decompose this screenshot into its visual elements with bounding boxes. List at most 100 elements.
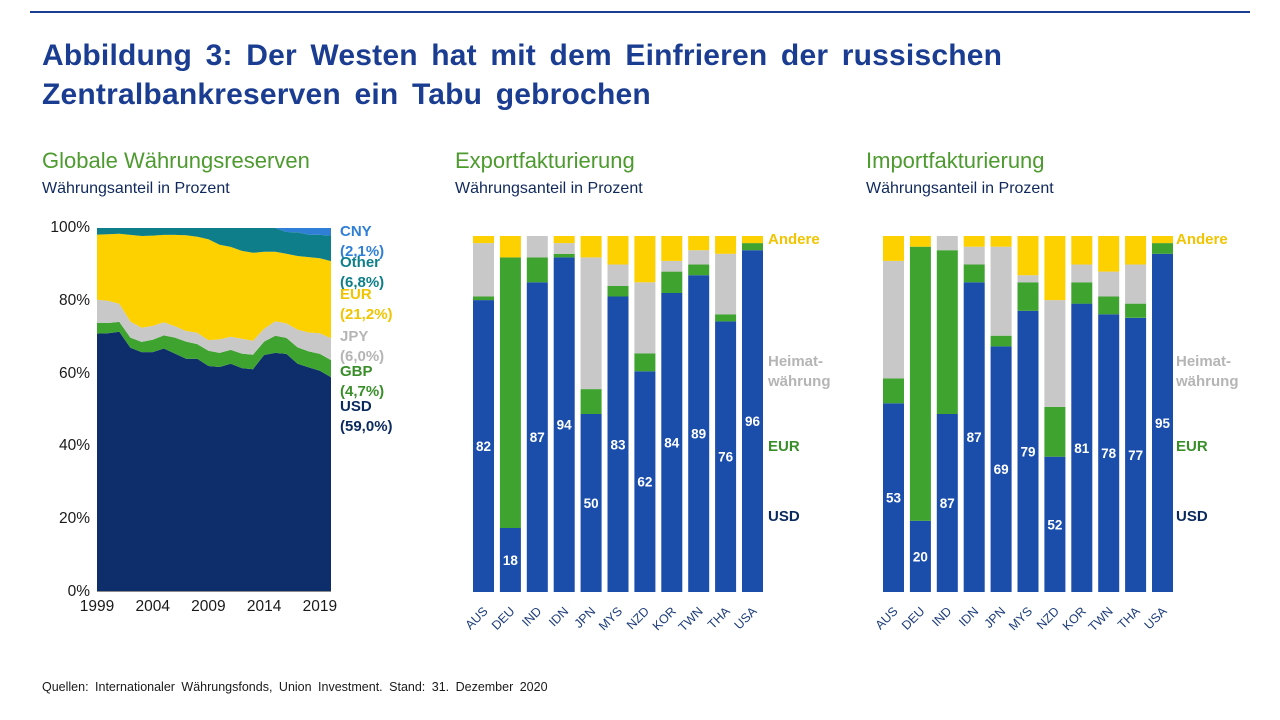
bar-value-label: 89 xyxy=(691,427,706,442)
country-tick-label: NZD xyxy=(1034,604,1062,632)
bar-segment-usd-kor xyxy=(661,293,683,592)
bar-segment-usd-ind xyxy=(936,414,958,592)
bar-value-label: 83 xyxy=(610,437,626,452)
x-axis-tick-label: 2009 xyxy=(191,598,226,615)
bar-segment-home-mys xyxy=(1017,275,1039,283)
bar-value-label: 53 xyxy=(886,491,902,506)
chart-title-import: Importfakturierung xyxy=(866,148,1045,173)
bar-segment-andere-idn xyxy=(553,236,575,244)
area-series-gbp xyxy=(97,321,331,378)
bar-value-label: 77 xyxy=(1128,448,1143,463)
bar-segment-usd-idn xyxy=(553,257,575,592)
bar-segment-eur-ind xyxy=(526,257,548,283)
country-tick-label: KOR xyxy=(650,604,679,633)
y-axis-tick-label: 0% xyxy=(67,583,90,600)
import-legend-item-andere: Andere xyxy=(1176,231,1228,248)
y-axis-tick-label: 80% xyxy=(58,291,90,309)
x-axis-tick-label: 2019 xyxy=(302,598,338,615)
bar-segment-eur-deu xyxy=(499,257,521,528)
bar-segment-usd-twn xyxy=(688,275,710,592)
bar-segment-andere-tha xyxy=(1125,236,1147,265)
area-legend-item-eur: EUR (21,2%) xyxy=(340,286,393,323)
area-series-usd xyxy=(97,331,331,592)
bar-value-label: 78 xyxy=(1101,446,1117,461)
y-axis-tick-label: 100% xyxy=(50,219,90,236)
bar-segment-eur-nzd xyxy=(634,353,656,372)
bar-segment-eur-twn xyxy=(688,264,710,276)
bar-segment-andere-usa xyxy=(1152,236,1173,244)
bar-segment-usd-ind xyxy=(526,282,548,592)
country-tick-label: AUS xyxy=(463,604,491,632)
chart-subtitle-export: Währungsanteil in Prozent xyxy=(455,180,643,197)
country-tick-label: THA xyxy=(705,604,733,632)
bar-segment-home-mys xyxy=(607,264,629,286)
bar-segment-usd-tha xyxy=(715,321,737,592)
chart-title-global-reserves: Globale Währungsreserven xyxy=(42,148,310,173)
bar-segment-usd-nzd xyxy=(1044,456,1066,592)
bar-segment-eur-jpn xyxy=(990,335,1012,347)
chart-title-export: Exportfakturierung xyxy=(455,148,635,173)
bar-segment-andere-twn xyxy=(688,236,710,251)
bar-segment-andere-tha xyxy=(715,236,737,254)
bar-segment-andere-mys xyxy=(1017,236,1039,276)
chart-subtitle-global-reserves: Währungsanteil in Prozent xyxy=(42,180,230,197)
country-tick-label: KOR xyxy=(1060,604,1089,633)
global-reserves-area-chart xyxy=(97,228,331,592)
country-tick-label: JPN xyxy=(982,604,1009,631)
export-legend-item-andere: Andere xyxy=(768,231,820,248)
bar-segment-usd-usa xyxy=(1152,253,1173,593)
bar-segment-andere-jpn xyxy=(990,236,1012,247)
source-note: Quellen: Internationaler Währungsfonds, … xyxy=(42,680,548,694)
bar-segment-andere-usa xyxy=(742,236,763,244)
bar-segment-eur-jpn xyxy=(580,389,602,414)
bar-segment-andere-twn xyxy=(1098,236,1120,272)
country-tick-label: TWN xyxy=(676,604,706,634)
country-tick-label: USA xyxy=(1142,604,1171,633)
bar-segment-home-aus xyxy=(473,243,494,297)
bar-segment-home-nzd xyxy=(634,282,656,354)
area-legend-item-usd: USD (59,0%) xyxy=(340,398,393,435)
bar-segment-usd-tha xyxy=(1125,317,1147,592)
bar-segment-usd-jpn xyxy=(580,414,602,592)
bar-segment-eur-usa xyxy=(742,243,763,251)
bar-segment-eur-usa xyxy=(1152,243,1173,254)
area-legend-item-other: Other (6,8%) xyxy=(340,254,385,291)
area-legend-item-jpy: JPY (6,0%) xyxy=(340,328,385,365)
bar-segment-andere-aus xyxy=(883,236,904,261)
bar-segment-home-idn xyxy=(963,246,985,265)
bar-segment-home-twn xyxy=(688,250,710,265)
bar-value-label: 96 xyxy=(745,414,761,429)
bar-segment-usd-idn xyxy=(963,282,985,592)
bar-segment-eur-mys xyxy=(1017,282,1039,311)
import-legend-item-home: Heimat-währung xyxy=(1176,353,1239,390)
bar-segment-andere-nzd xyxy=(634,236,656,283)
area-series-cny xyxy=(97,228,331,236)
x-axis-tick-label: 2004 xyxy=(135,598,170,615)
bar-segment-usd-nzd xyxy=(634,371,656,592)
bar-value-label: 62 xyxy=(637,475,652,490)
import-legend-item-usd: USD xyxy=(1176,508,1208,525)
bar-segment-andere-kor xyxy=(1071,236,1093,265)
bar-segment-home-kor xyxy=(1071,264,1093,283)
bar-segment-eur-tha xyxy=(715,314,737,322)
bar-segment-andere-deu xyxy=(909,236,931,247)
bar-segment-andere-nzd xyxy=(1044,236,1066,301)
bar-segment-eur-mys xyxy=(607,285,629,297)
bar-segment-andere-deu xyxy=(499,236,521,258)
chart-subtitle-import: Währungsanteil in Prozent xyxy=(866,180,1054,197)
export-legend-item-home: Heimat-währung xyxy=(768,353,831,390)
bar-segment-usd-twn xyxy=(1098,314,1120,592)
country-tick-label: TWN xyxy=(1086,604,1116,634)
area-legend-item-gbp: GBP (4,7%) xyxy=(340,363,385,400)
bar-value-label: 76 xyxy=(718,450,734,465)
country-tick-label: IND xyxy=(929,604,954,629)
country-tick-label: AUS xyxy=(873,604,901,632)
bar-value-label: 18 xyxy=(503,553,519,568)
bar-segment-usd-mys xyxy=(607,296,629,592)
bar-value-label: 50 xyxy=(584,496,599,511)
bar-segment-home-idn xyxy=(553,243,575,254)
x-axis-tick-label: 1999 xyxy=(79,598,115,615)
export-legend-item-usd: USD xyxy=(768,508,800,525)
bar-value-label: 84 xyxy=(664,436,680,451)
